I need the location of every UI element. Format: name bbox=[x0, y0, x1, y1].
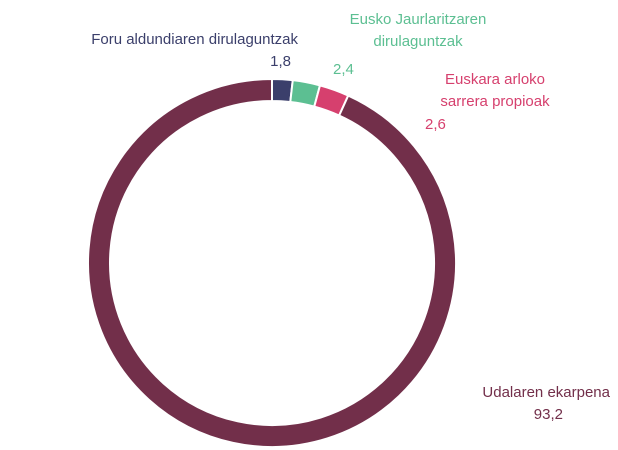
category-label: Euskara arloko sarrera propioak bbox=[440, 71, 550, 110]
donut-segment bbox=[271, 77, 294, 104]
value-label: 1,8 bbox=[270, 53, 291, 70]
value-label: 93,2 bbox=[533, 406, 563, 423]
donut-segment bbox=[87, 77, 457, 448]
value-label: 2,6 bbox=[425, 116, 446, 133]
value-label: 2,4 bbox=[333, 61, 354, 78]
category-label: Eusko Jaurlaritzaren dirulaguntzak bbox=[349, 11, 487, 50]
category-label: Foru aldundiaren dirulaguntzak bbox=[91, 31, 298, 48]
category-label: Udalaren ekarpena bbox=[482, 384, 610, 401]
